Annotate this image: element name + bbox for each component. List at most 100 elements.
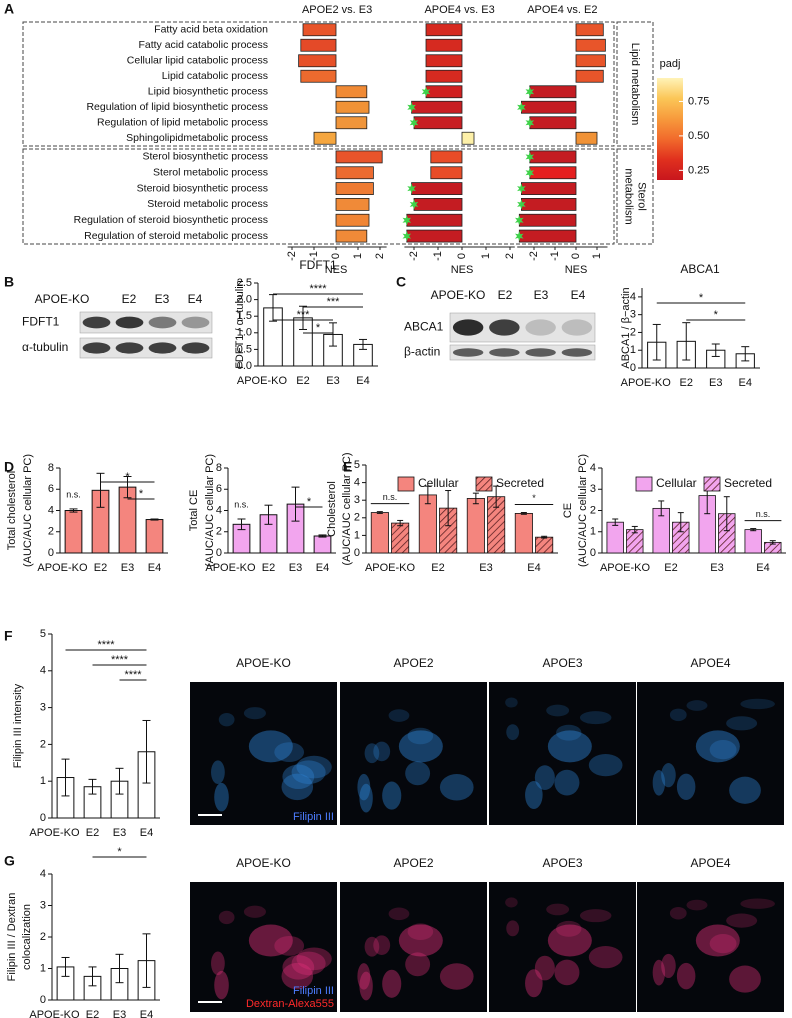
panel-letter: F xyxy=(4,628,13,644)
significance-label: * xyxy=(139,488,144,500)
colorbar-tick-label: 0.50 xyxy=(688,130,709,142)
blot-strip xyxy=(79,311,213,334)
x-tick-label: -2 xyxy=(286,251,298,261)
bar xyxy=(370,512,389,554)
y-tick-label: 2 xyxy=(590,504,596,516)
cell-stain xyxy=(274,935,305,956)
y-tick-label: 5 xyxy=(354,459,360,471)
column-title: APOE2 vs. E3 xyxy=(302,4,372,16)
y-axis-label: FDFT1 / α−tubulin xyxy=(234,280,246,369)
nes-bar xyxy=(425,38,463,52)
y-axis-label: Total cholesterol xyxy=(6,471,18,551)
cell-stain xyxy=(534,765,555,790)
x-tick-label: E2 xyxy=(94,562,107,574)
group-label: Lipid metabolism xyxy=(629,43,641,126)
nes-bar xyxy=(521,100,577,114)
y-tick-label: 3 xyxy=(354,494,360,506)
nes-bar xyxy=(335,166,374,180)
colorbar-title: padj xyxy=(660,58,681,70)
y-tick-label: 4 xyxy=(630,291,636,303)
chart-title: ABCA1 xyxy=(680,262,720,276)
x-tick-label: APOE-KO xyxy=(600,562,651,574)
cell-stain xyxy=(382,969,402,998)
blot-band xyxy=(561,319,593,336)
x-tick-label: 0 xyxy=(456,253,468,259)
stain-label: Dextran-Alexa555 xyxy=(246,998,334,1010)
cell-stain xyxy=(359,783,373,813)
y-tick-label: 4 xyxy=(590,462,596,474)
x-tick-label: E2 xyxy=(680,377,693,389)
y-tick-label: 1 xyxy=(354,529,360,541)
micrograph xyxy=(340,682,487,825)
column-title: APOE4 vs. E3 xyxy=(424,4,494,16)
x-axis-label: NES xyxy=(451,264,474,276)
nes-bar xyxy=(298,54,337,68)
blot-band xyxy=(82,316,111,329)
y-tick-label: 3 xyxy=(630,309,636,321)
y-tick-label: 2 xyxy=(48,526,54,538)
blot-band xyxy=(82,342,111,354)
nes-bar xyxy=(335,150,383,164)
y-tick-label: 4 xyxy=(40,665,46,677)
chart-title: FDFT1 xyxy=(299,258,337,272)
cell-stain xyxy=(729,776,761,804)
x-axis-label: NES xyxy=(565,264,588,276)
group-label-box xyxy=(616,148,654,245)
cell-stain xyxy=(282,764,315,790)
significance-star xyxy=(517,102,526,113)
image-title: APOE-KO xyxy=(236,856,291,870)
cell-stain xyxy=(218,910,235,925)
x-tick-label: E4 xyxy=(527,562,540,574)
nes-bar xyxy=(335,213,370,227)
x-tick-label: E3 xyxy=(113,827,126,839)
nes-bar xyxy=(335,85,368,99)
blot-lane-label: APOE-KO xyxy=(431,288,486,302)
x-tick-label: E3 xyxy=(121,562,134,574)
y-tick-label: 2 xyxy=(630,326,636,338)
x-tick-label: 0 xyxy=(330,253,342,259)
term-label: Lipid catabolic process xyxy=(162,70,268,82)
y-tick-label: 1 xyxy=(630,344,636,356)
y-tick-label: 2 xyxy=(216,526,222,538)
cell-stain xyxy=(214,782,229,812)
x-tick-label: E4 xyxy=(316,562,329,574)
nes-bar xyxy=(575,23,604,37)
x-tick-label: APOE-KO xyxy=(237,375,288,387)
nes-bar xyxy=(529,150,577,164)
nes-bar xyxy=(300,38,337,52)
significance-star xyxy=(409,117,419,128)
cell-stain xyxy=(588,946,623,969)
nes-bar xyxy=(302,23,337,37)
x-tick-label: -1 xyxy=(308,251,320,261)
bar xyxy=(64,510,83,554)
y-axis-label: colocalization xyxy=(21,904,33,970)
y-tick-label: 4 xyxy=(354,477,360,489)
blot-band xyxy=(181,342,210,354)
cell-stain xyxy=(373,935,391,956)
bar xyxy=(145,519,164,554)
cell-stain xyxy=(525,969,543,998)
nes-bar xyxy=(529,116,577,130)
nes-bar xyxy=(335,116,368,130)
cell-stain xyxy=(364,743,380,764)
legend-swatch xyxy=(635,476,653,492)
y-tick-label: 1.0 xyxy=(237,327,252,339)
cell-stain xyxy=(556,920,582,937)
nes-bar xyxy=(425,54,463,68)
cell-stain xyxy=(439,963,474,990)
annotation: * xyxy=(532,493,536,503)
blot-row-label: α-tubulin xyxy=(22,340,68,354)
x-tick-label: 2 xyxy=(374,253,386,259)
y-tick-label: 3 xyxy=(40,899,46,911)
y-axis-label: (AUC/AUC cellular PC) xyxy=(341,452,353,565)
blot-band xyxy=(452,348,484,357)
significance-label: * xyxy=(714,309,719,321)
legend-swatch xyxy=(703,476,721,492)
cell-stain xyxy=(243,707,266,720)
significance-star xyxy=(525,167,535,178)
significance-label: * xyxy=(307,496,312,508)
x-tick-label: E3 xyxy=(479,562,492,574)
y-tick-label: 0 xyxy=(40,812,46,824)
nes-bar xyxy=(529,166,577,180)
significance-label: **** xyxy=(124,669,142,681)
